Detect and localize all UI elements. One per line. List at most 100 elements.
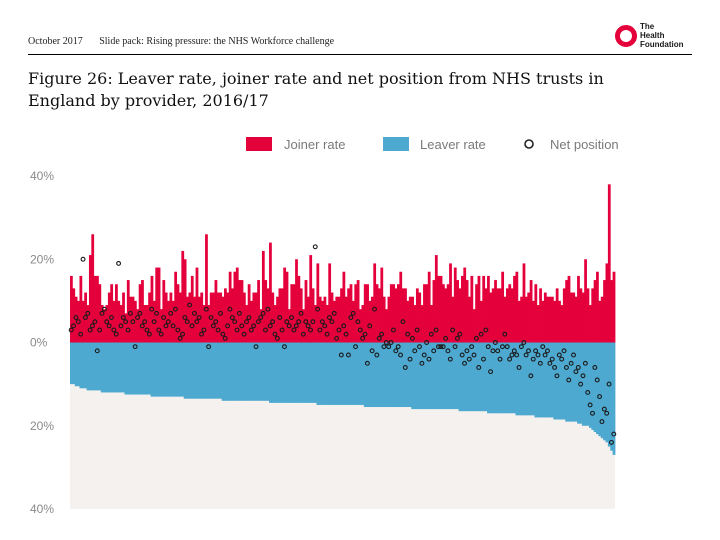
net-position-point <box>260 310 266 316</box>
joiner-bar <box>593 280 597 343</box>
net-position-point <box>298 310 304 316</box>
leaver-bar <box>115 342 118 393</box>
joiner-bar <box>328 263 332 343</box>
joiner-series <box>70 184 616 343</box>
joiner-bar <box>342 271 346 343</box>
joiner-bar <box>510 288 514 343</box>
net-position-point <box>400 319 406 325</box>
joiner-bar <box>581 292 585 343</box>
leaver-bar <box>235 342 239 401</box>
joiner-bar <box>458 288 462 343</box>
net-position-point <box>421 352 427 358</box>
leaver-bar <box>517 342 521 416</box>
joiner-bar <box>460 275 464 343</box>
leaver-bar <box>306 342 310 403</box>
net-position-point <box>575 365 581 370</box>
net-position-point <box>329 319 335 325</box>
net-position-point <box>210 323 216 329</box>
joiner-bar <box>577 275 580 343</box>
net-position-point <box>419 360 425 366</box>
leaver-bar <box>539 342 542 418</box>
net-position-point <box>424 340 430 345</box>
leaver-bar <box>510 342 514 414</box>
net-position-point <box>97 327 103 333</box>
leaver-bar <box>534 342 538 418</box>
leaver-bar <box>475 342 478 412</box>
joiner-bar <box>527 292 531 343</box>
net-position-point <box>229 315 235 320</box>
net-position-point <box>296 319 302 325</box>
leaver-bar <box>269 342 272 403</box>
leaver-bar <box>86 342 90 391</box>
net-position-point <box>395 344 401 350</box>
joiner-bar <box>207 305 211 343</box>
logo-line-1: The <box>640 22 655 31</box>
net-position-point <box>201 327 207 333</box>
joiner-bar <box>181 250 185 343</box>
net-position-point <box>336 327 342 333</box>
leaver-bar <box>98 342 102 391</box>
leaver-bar <box>145 342 149 395</box>
net-position-point <box>196 315 202 320</box>
joiner-bar <box>522 263 526 343</box>
leaver-bar <box>276 342 279 403</box>
net-position-point <box>601 406 607 412</box>
joiner-bar <box>117 300 121 343</box>
net-position-point <box>383 340 389 345</box>
net-position-point <box>189 323 195 329</box>
net-position-point <box>509 352 515 358</box>
leaver-bar <box>562 342 566 420</box>
leaver-bar <box>503 342 507 414</box>
logo-text: The Health Foundation <box>640 22 700 49</box>
net-position-point <box>523 352 529 358</box>
figure-title: Figure 26: Leaver rate, joiner rate and … <box>28 69 604 110</box>
joiner-bar <box>579 288 583 343</box>
net-position-point <box>526 348 531 354</box>
net-position-point <box>545 348 550 354</box>
joiner-bar <box>588 305 592 343</box>
joiner-bar <box>103 309 106 343</box>
leaver-bar <box>397 342 400 408</box>
joiner-bar <box>271 292 275 343</box>
joiner-bar <box>434 255 438 343</box>
joiner-bar <box>214 280 218 343</box>
net-position-point <box>417 344 422 350</box>
net-series <box>68 244 617 445</box>
leaver-bar <box>584 342 587 426</box>
net-position-point <box>364 360 370 366</box>
joiner-bar <box>261 250 265 343</box>
leaver-bar <box>197 342 201 399</box>
joiner-bar <box>541 300 545 343</box>
net-position-point <box>561 348 567 354</box>
leaver-series <box>70 342 616 455</box>
joiner-bar <box>389 284 393 343</box>
joiner-bar <box>254 292 258 343</box>
leaver-bar <box>261 342 265 401</box>
joiner-bar <box>442 284 445 343</box>
net-position-point <box>305 323 311 329</box>
joiner-bar <box>404 288 407 343</box>
net-position-point <box>120 315 126 320</box>
leaver-bar <box>330 342 334 405</box>
net-position-point <box>284 319 290 325</box>
leaver-bar <box>596 342 599 435</box>
leaver-bar <box>427 342 431 410</box>
leaver-bar <box>588 342 592 428</box>
net-position-point <box>341 323 347 329</box>
net-position-point <box>139 323 145 329</box>
joiner-bar <box>496 288 500 343</box>
leaver-bar <box>207 342 211 399</box>
net-position-point <box>367 323 373 329</box>
net-position-point <box>82 315 88 320</box>
net-position-point <box>462 360 467 366</box>
net-position-point <box>208 315 214 320</box>
leaver-bar <box>129 342 133 395</box>
net-position-point <box>481 356 486 362</box>
net-position-point <box>127 310 133 316</box>
leaver-bar <box>423 342 426 410</box>
leaver-bar <box>586 342 590 426</box>
joiner-bar <box>169 292 173 343</box>
joiner-bar <box>562 288 566 343</box>
leaver-bar <box>610 342 614 451</box>
leaver-bar <box>380 342 384 408</box>
